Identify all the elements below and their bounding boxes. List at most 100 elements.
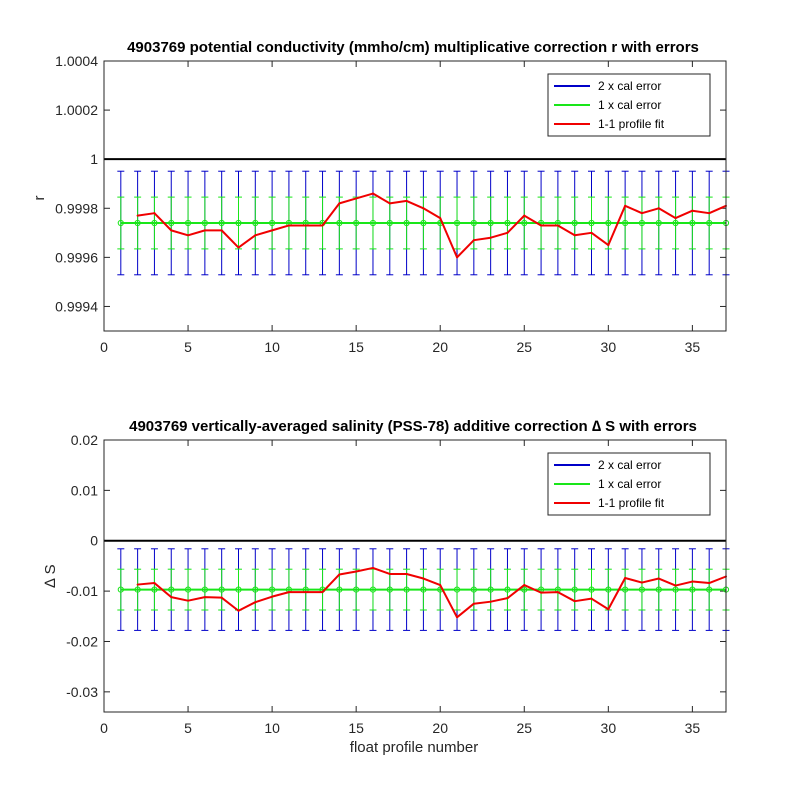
x-tick-label: 30 — [601, 720, 617, 736]
x-tick-label: 15 — [348, 720, 364, 736]
profile-fit-point — [573, 600, 576, 603]
profile-fit-point — [203, 229, 206, 232]
profile-fit-point — [590, 231, 593, 234]
profile-fit-point — [203, 596, 206, 599]
x-tick-label: 15 — [348, 339, 364, 355]
y-tick-label: -0.02 — [66, 633, 98, 649]
x-tick-label: 25 — [516, 720, 532, 736]
profile-fit-point — [607, 608, 610, 611]
profile-fit-point — [506, 597, 509, 600]
y-axis-label: r — [31, 196, 48, 201]
profile-fit-point — [388, 202, 391, 205]
y-tick-label: 0.9996 — [55, 249, 98, 265]
profile-fit-point — [271, 595, 274, 598]
profile-fit-point — [439, 217, 442, 220]
profile-fit-point — [657, 207, 660, 210]
profile-fit-point — [153, 582, 156, 585]
profile-fit-point — [708, 212, 711, 215]
y-tick-label: 1.0002 — [55, 102, 98, 118]
profile-fit-point — [640, 212, 643, 215]
profile-fit-point — [170, 596, 173, 599]
x-tick-label: 35 — [685, 720, 701, 736]
profile-fit-point — [422, 577, 425, 580]
profile-fit-point — [338, 202, 341, 205]
profile-fit-line — [137, 192, 727, 259]
profile-fit-point — [254, 234, 257, 237]
profile-fit-point — [556, 224, 559, 227]
legend: 2 x cal error 1 x cal error 1-1 profile fi… — [547, 452, 711, 516]
profile-fit-line — [137, 566, 727, 619]
y-tick-label: -0.03 — [66, 684, 98, 700]
profile-fit-point — [523, 584, 526, 587]
profile-fit-point — [371, 192, 374, 195]
profile-fit-point — [540, 591, 543, 594]
profile-fit-point — [170, 229, 173, 232]
x-tick-label: 5 — [184, 720, 192, 736]
profile-fit-point — [304, 224, 307, 227]
profile-fit-point — [187, 234, 190, 237]
x-tick-label: 20 — [432, 339, 448, 355]
profile-fit-point — [355, 570, 358, 573]
profile-fit-point — [439, 584, 442, 587]
profile-fit-point — [640, 581, 643, 584]
legend-label: 2 x cal error — [598, 458, 661, 472]
x-tick-label: 10 — [264, 720, 280, 736]
profile-fit-point — [573, 234, 576, 237]
legend: 2 x cal error 1 x cal error 1-1 profile fi… — [547, 73, 711, 137]
profile-fit-point — [220, 596, 223, 599]
x-tick-label: 5 — [184, 339, 192, 355]
profile-fit-point — [136, 214, 139, 217]
plot-title: 4903769 potential conductivity (mmho/cm)… — [127, 39, 699, 56]
plot-title: 4903769 vertically-averaged salinity (PS… — [129, 418, 697, 435]
profile-fit-point — [271, 229, 274, 232]
profile-fit-point — [321, 591, 324, 594]
profile-fit-point — [287, 591, 290, 594]
y-tick-label: 1.0004 — [55, 53, 98, 69]
y-tick-label: 0.9998 — [55, 200, 98, 216]
y-tick-label: 1 — [90, 151, 98, 167]
profile-fit-point — [388, 572, 391, 575]
profile-fit-point — [136, 583, 139, 586]
profile-fit-point — [624, 577, 627, 580]
profile-fit-point — [472, 239, 475, 242]
salinity-correction-plot: 4903769 vertically-averaged salinity (PS… — [42, 418, 730, 756]
legend-label: 1 x cal error — [598, 477, 661, 491]
axes-frame — [103, 60, 727, 332]
profile-fit-point — [472, 602, 475, 605]
profile-fit-point — [691, 580, 694, 583]
profile-fit-point — [691, 209, 694, 212]
profile-fit-point — [405, 572, 408, 575]
axes-frame — [103, 439, 727, 713]
profile-fit-point — [371, 566, 374, 569]
profile-fit-point — [674, 584, 677, 587]
legend-label: 1-1 profile fit — [598, 117, 665, 131]
profile-fit-point — [489, 236, 492, 239]
profile-fit-point — [624, 204, 627, 207]
profile-fit-point — [506, 231, 509, 234]
conductivity-correction-plot: 4903769 potential conductivity (mmho/cm)… — [31, 39, 730, 355]
profile-fit-point — [708, 582, 711, 585]
profile-fit-point — [456, 616, 459, 619]
x-tick-label: 35 — [685, 339, 701, 355]
profile-fit-point — [523, 214, 526, 217]
x-tick-label: 30 — [601, 339, 617, 355]
y-tick-label: 0 — [90, 533, 98, 549]
profile-fit-point — [254, 601, 257, 604]
profile-fit-point — [220, 229, 223, 232]
y-tick-label: 0.02 — [71, 432, 98, 448]
y-axis-label: ∆ S — [42, 564, 59, 587]
profile-fit-point — [304, 591, 307, 594]
profile-fit-point — [657, 577, 660, 580]
legend-label: 2 x cal error — [598, 79, 661, 93]
profile-fit-point — [405, 199, 408, 202]
profile-fit-point — [237, 609, 240, 612]
x-axis-label: float profile number — [350, 739, 478, 756]
profile-fit-point — [556, 591, 559, 594]
profile-fit-point — [590, 597, 593, 600]
profile-fit-point — [237, 246, 240, 249]
profile-fit-point — [674, 217, 677, 220]
profile-fit-point — [489, 600, 492, 603]
x-tick-label: 10 — [264, 339, 280, 355]
profile-fit-point — [338, 573, 341, 576]
